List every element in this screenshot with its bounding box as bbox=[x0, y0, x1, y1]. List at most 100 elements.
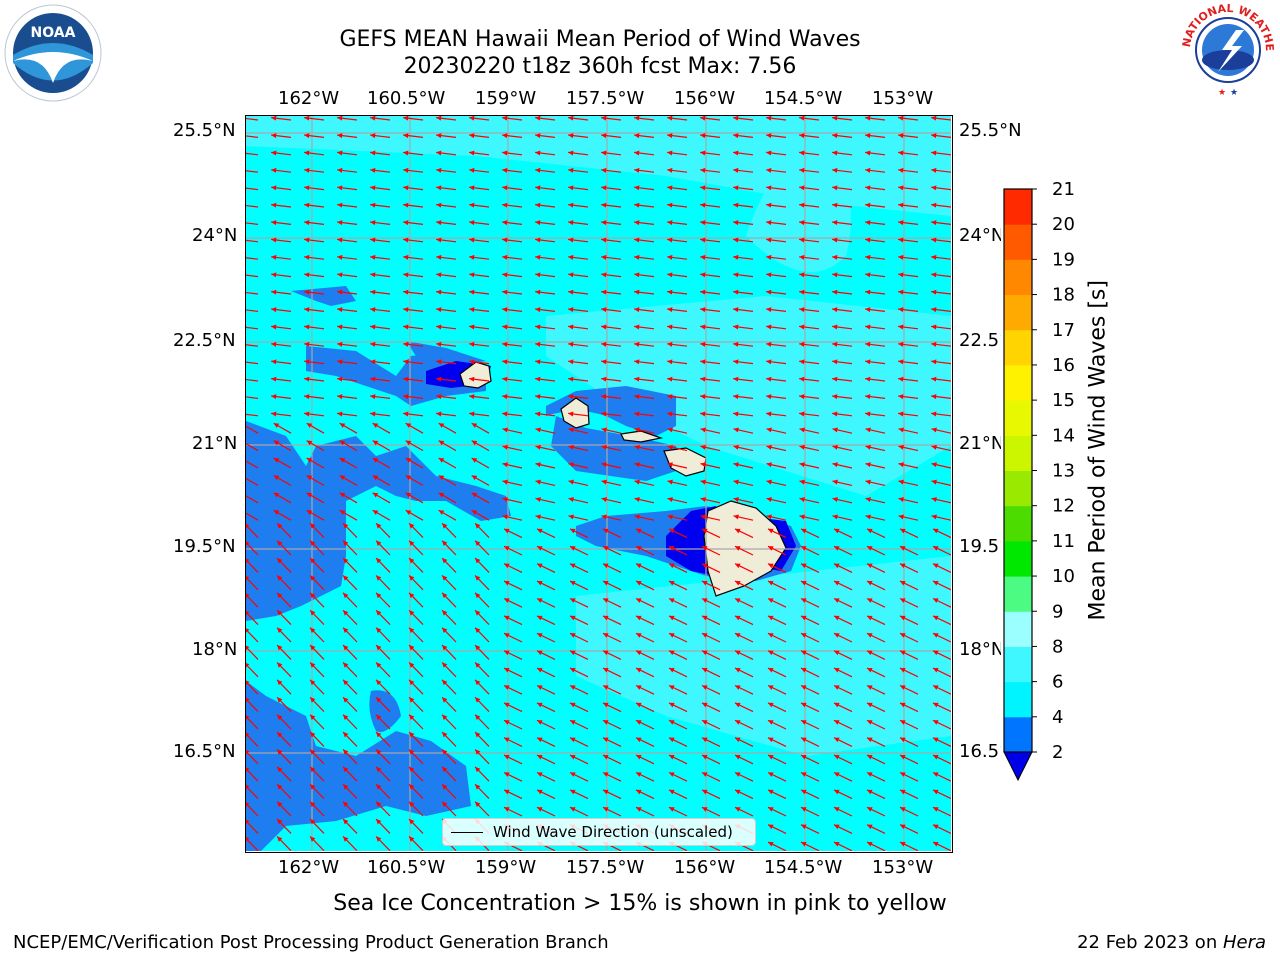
wave-direction-arrowhead bbox=[306, 458, 313, 463]
wave-direction-arrowhead bbox=[602, 668, 609, 673]
wave-direction-arrowhead bbox=[635, 633, 642, 638]
wave-direction-arrowhead bbox=[800, 546, 807, 551]
wave-direction-arrowhead bbox=[601, 150, 607, 156]
wave-direction-arrowhead bbox=[536, 615, 543, 621]
wave-direction-arrowhead bbox=[865, 237, 871, 243]
wave-direction-arrowhead bbox=[832, 237, 838, 243]
wave-direction-arrowhead bbox=[343, 592, 349, 599]
wave-direction-arrowhead bbox=[800, 824, 807, 830]
wave-direction-arrowhead bbox=[438, 423, 445, 428]
wave-direction-arrowhead bbox=[767, 737, 774, 743]
wave-direction-arrowhead bbox=[767, 824, 774, 830]
footer-date-text: 22 Feb 2023 on bbox=[1077, 932, 1223, 953]
wave-direction-arrowhead bbox=[833, 546, 840, 551]
wave-direction-arrowhead bbox=[667, 254, 673, 260]
wave-direction-arrowhead bbox=[502, 150, 508, 156]
wave-direction-arrowhead bbox=[503, 633, 510, 638]
colorbar-segment bbox=[1004, 611, 1032, 647]
lon-label-top: 157.5°W bbox=[566, 88, 645, 109]
wave-direction-arrowhead bbox=[601, 254, 607, 260]
colorbar-segment bbox=[1004, 470, 1032, 507]
lat-label-right: 25.5°N bbox=[959, 120, 1022, 141]
wave-direction-arrowhead bbox=[700, 202, 706, 208]
wave-direction-arrowhead bbox=[931, 167, 937, 173]
wave-direction-arrowhead bbox=[475, 801, 481, 807]
wave-direction-arrowhead bbox=[304, 289, 310, 295]
wave-direction-arrowhead bbox=[931, 411, 937, 417]
wave-direction-arrow bbox=[246, 187, 259, 191]
wave-direction-arrowhead bbox=[304, 359, 310, 365]
wave-direction-arrowhead bbox=[799, 462, 805, 468]
wave-direction-arrow bbox=[246, 378, 259, 382]
wave-direction-arrowhead bbox=[635, 668, 642, 673]
wave-direction-arrowhead bbox=[701, 755, 708, 760]
wave-direction-arrowhead bbox=[409, 697, 415, 703]
wave-direction-arrowhead bbox=[932, 824, 939, 830]
wave-direction-arrowhead bbox=[601, 324, 607, 330]
wave-direction-arrowhead bbox=[403, 411, 409, 417]
wave-direction-arrowhead bbox=[277, 801, 283, 807]
wave-direction-arrowhead bbox=[370, 133, 376, 139]
wave-direction-arrowhead bbox=[273, 440, 280, 446]
wave-direction-arrowhead bbox=[733, 202, 739, 208]
wave-direction-arrowhead bbox=[832, 427, 838, 433]
lon-label-bottom: 162°W bbox=[278, 857, 340, 878]
wave-direction-arrowhead bbox=[306, 423, 313, 428]
wave-direction-arrowhead bbox=[668, 685, 675, 690]
wave-direction-arrowhead bbox=[767, 842, 774, 847]
wave-direction-arrowhead bbox=[634, 324, 640, 330]
wave-direction-arrowhead bbox=[246, 750, 250, 755]
wave-direction-arrowhead bbox=[535, 133, 541, 139]
wave-direction-arrowhead bbox=[502, 411, 508, 417]
wave-direction-arrowhead bbox=[634, 411, 640, 417]
wave-direction-arrowhead bbox=[734, 772, 741, 777]
wave-direction-arrowhead bbox=[667, 237, 673, 243]
wave-direction-arrowhead bbox=[370, 411, 376, 417]
wave-direction-arrowhead bbox=[898, 479, 904, 485]
wave-direction-arrowhead bbox=[701, 807, 708, 812]
lon-label-bottom: 157.5°W bbox=[566, 857, 645, 878]
wave-direction-arrowhead bbox=[277, 732, 283, 738]
wave-direction-arrowhead bbox=[799, 497, 805, 502]
wave-direction-arrowhead bbox=[866, 528, 873, 534]
wave-direction-arrowhead bbox=[376, 610, 382, 616]
wave-direction-arrowhead bbox=[310, 679, 316, 686]
wave-direction-arrowhead bbox=[273, 510, 280, 515]
wave-direction-arrowhead bbox=[733, 359, 739, 365]
wave-direction-arrowhead bbox=[832, 116, 838, 121]
wave-direction-arrowhead bbox=[246, 819, 250, 825]
wave-direction-arrowhead bbox=[376, 836, 382, 842]
wave-direction-arrowhead bbox=[536, 737, 543, 743]
wave-direction-arrowhead bbox=[800, 842, 807, 847]
lon-label-bottom: 153°W bbox=[872, 857, 934, 878]
wave-direction-arrowhead bbox=[833, 702, 840, 708]
wave-direction-arrowhead bbox=[734, 720, 741, 725]
wave-direction-arrowhead bbox=[502, 359, 508, 365]
wave-direction-arrowhead bbox=[667, 167, 673, 173]
wave-direction-arrow bbox=[246, 135, 259, 138]
wave-direction-arrowhead bbox=[734, 702, 741, 708]
wave-direction-arrowhead bbox=[337, 289, 343, 295]
wave-direction-arrowhead bbox=[601, 427, 607, 433]
wave-direction-arrowhead bbox=[339, 423, 346, 428]
wave-direction-arrowhead bbox=[932, 650, 939, 656]
wave-direction-arrowhead bbox=[833, 755, 840, 760]
wave-direction-arrowhead bbox=[667, 289, 673, 295]
wave-direction-arrowhead bbox=[800, 563, 807, 569]
wave-direction-arrowhead bbox=[667, 220, 673, 226]
wave-direction-arrowhead bbox=[634, 359, 640, 365]
wave-direction-arrow bbox=[246, 396, 259, 399]
wave-direction-arrowhead bbox=[932, 598, 939, 603]
wave-direction-arrowhead bbox=[602, 702, 609, 708]
wave-direction-arrowhead bbox=[733, 289, 739, 295]
wave-direction-arrowhead bbox=[569, 650, 576, 656]
lat-label-left: 19.5°N bbox=[173, 536, 236, 557]
wave-direction-arrowhead bbox=[569, 755, 576, 760]
lat-label-right: 19.5°N bbox=[959, 536, 1001, 557]
wave-direction-arrowhead bbox=[799, 479, 805, 485]
wave-direction-arrowhead bbox=[271, 394, 277, 400]
wave-direction-arrowhead bbox=[535, 462, 541, 468]
wave-direction-arrowhead bbox=[370, 254, 376, 260]
wave-direction-arrowhead bbox=[436, 220, 442, 226]
wave-direction-arrowhead bbox=[277, 697, 283, 703]
